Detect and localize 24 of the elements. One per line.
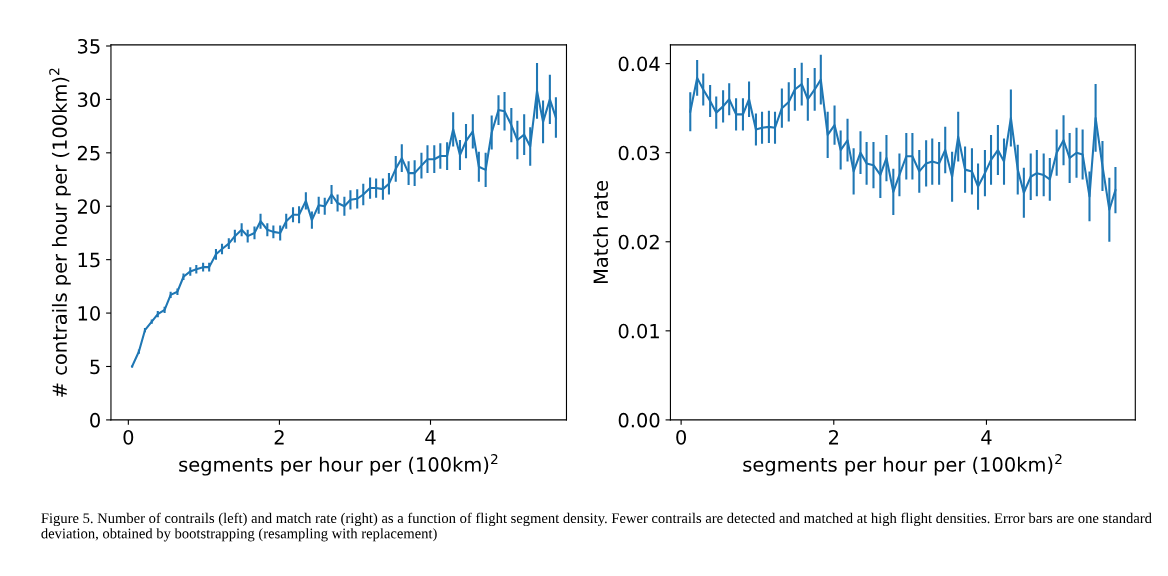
y-tick-label: 30 — [77, 92, 100, 108]
y-tick-label: 0.01 — [618, 323, 659, 339]
x-tick-label: 0 — [123, 429, 134, 445]
x-tick-label: 4 — [981, 430, 992, 445]
y-tick-label: 15 — [78, 252, 100, 268]
y-tick-label: 0.00 — [618, 412, 660, 428]
x-axis-title: segments per hour per (100km)$^{2}$ — [743, 454, 1062, 476]
y-tick-label: 0 — [90, 412, 100, 428]
caption: Figure 5. Number of contrails (left) and match rate (right) as a function of flight segment density. Fewer contrails are detected and matched at high flight densities. Error bars are one standard deviation, obtained by bootstrapping (resampling with replacement) — [41, 512, 1152, 542]
y-tick-label: 10 — [78, 306, 100, 321]
y-tick-label: 0.03 — [618, 145, 660, 161]
x-tick-label: 4 — [425, 430, 436, 445]
y-tick-label: 5 — [90, 359, 100, 375]
y-tick-label: 35 — [77, 38, 100, 54]
y-axis-title: # contrails per hour per (100km)$^{2}$ — [49, 68, 71, 397]
x-axis-title: segments per hour per (100km)$^{2}$ — [179, 454, 498, 476]
y-tick-label: 20 — [77, 199, 100, 214]
y-tick-label: 0.02 — [618, 234, 659, 250]
y-axis-title: Match rate — [593, 180, 609, 284]
y-tick-label: 0.04 — [618, 56, 660, 72]
x-tick-label: 2 — [829, 429, 839, 445]
y-tick-label: 25 — [77, 145, 100, 161]
x-tick-label: 2 — [274, 429, 284, 445]
x-tick-label: 0 — [676, 429, 687, 445]
